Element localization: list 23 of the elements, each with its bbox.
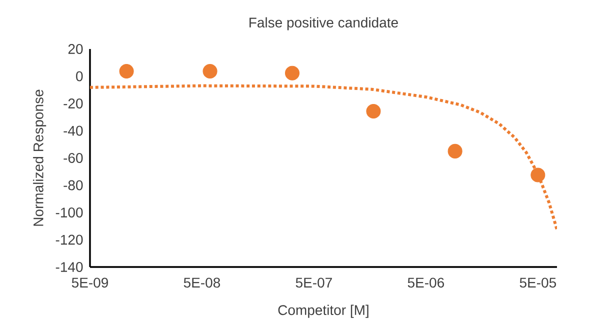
point [366, 104, 381, 119]
x-tick-label: 5E-09 [72, 278, 108, 288]
x-tick-label: 5E-08 [184, 278, 220, 288]
point [284, 66, 300, 80]
y-tick-label: -100 [56, 208, 83, 218]
y-tick-label: -120 [56, 234, 83, 245]
point [448, 144, 462, 158]
x-axis-title: Competitor [M] [278, 304, 368, 318]
chart-title: False positive candidate [250, 17, 398, 30]
x-tick-label: 5E-06 [408, 278, 444, 288]
y-tick-label: 20 [68, 44, 83, 54]
y-tick-label: -140 [56, 262, 83, 272]
point [530, 168, 546, 182]
point [119, 64, 134, 78]
x-tick-label: 5E-05 [520, 278, 556, 288]
y-tick-label: -80 [64, 180, 83, 190]
y-axis-title: Normalized Response [33, 90, 46, 226]
y-tick-label: -20 [64, 98, 83, 108]
point [202, 64, 218, 78]
y-tick-label: 0 [76, 71, 83, 82]
y-tick-label: -60 [64, 153, 83, 163]
y-tick-label: -40 [64, 126, 83, 136]
x-tick-label: 5E-07 [296, 278, 332, 288]
